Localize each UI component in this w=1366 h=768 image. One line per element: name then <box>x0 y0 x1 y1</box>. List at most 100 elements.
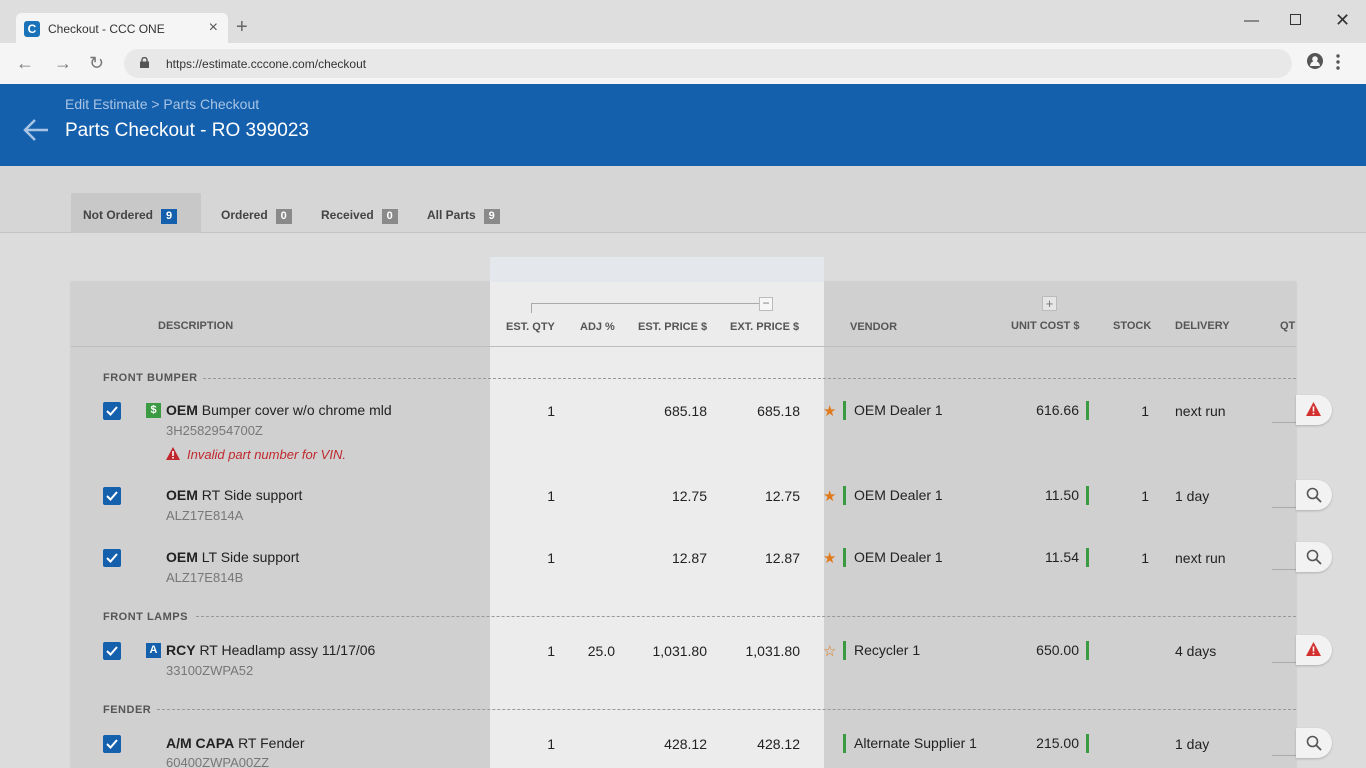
search-part-button[interactable] <box>1296 480 1332 510</box>
delivery-value: next run <box>1175 403 1226 419</box>
est-qty-value[interactable]: 1 <box>547 643 555 659</box>
search-part-button[interactable] <box>1296 728 1332 758</box>
reload-icon[interactable]: ↻ <box>89 53 105 73</box>
app-header: Edit Estimate > Parts Checkout Parts Che… <box>0 84 1366 166</box>
order-qty-input[interactable] <box>1272 422 1296 423</box>
count-badge: 9 <box>161 209 178 224</box>
part-type: OEM <box>166 402 198 418</box>
warning-icon <box>166 447 180 460</box>
col-vendor[interactable]: VENDOR <box>850 321 898 333</box>
part-name: RT Headlamp assy 11/17/06 <box>199 642 376 658</box>
col-est-qty[interactable]: EST. QTY <box>506 321 555 333</box>
order-qty-input[interactable] <box>1272 569 1296 570</box>
est-qty-value[interactable]: 1 <box>547 736 555 752</box>
section-fender: FENDER <box>103 704 152 716</box>
url-bar[interactable]: https://estimate.cccone.com/checkout <box>124 49 1292 78</box>
order-qty-input[interactable] <box>1272 662 1296 663</box>
part-description[interactable]: RCY RT Headlamp assy 11/17/06 <box>166 642 375 658</box>
back-arrow-icon[interactable] <box>22 118 50 142</box>
col-unit-cost[interactable]: UNIT COST $ <box>1011 320 1080 332</box>
star-outline-icon[interactable]: ☆ <box>823 643 837 660</box>
order-qty-input[interactable] <box>1272 755 1296 756</box>
minimize-icon[interactable]: — <box>1244 12 1259 29</box>
unit-cost-value: 616.66 <box>1000 401 1089 420</box>
unit-cost-value: 11.50 <box>1000 486 1089 505</box>
section-front-bumper: FRONT BUMPER <box>103 372 198 384</box>
part-description[interactable]: OEM LT Side support <box>166 549 299 565</box>
row-checkbox[interactable] <box>103 549 121 567</box>
adj-value[interactable]: 25.0 <box>587 643 615 659</box>
delivery-value: 4 days <box>1175 643 1217 659</box>
delivery-value: 1 day <box>1175 488 1210 504</box>
part-name: Bumper cover w/o chrome mld <box>201 402 392 418</box>
warning-action-button[interactable] <box>1296 395 1332 425</box>
vendor-name[interactable]: OEM Dealer 1 <box>843 401 943 420</box>
tab-label: All Parts <box>427 208 476 222</box>
vendor-name[interactable]: Alternate Supplier 1 <box>843 734 977 753</box>
row-checkbox[interactable] <box>103 487 121 505</box>
collapse-estimate-icon[interactable]: − <box>759 297 773 311</box>
breadcrumb[interactable]: Edit Estimate > Parts Checkout <box>65 96 260 112</box>
col-qty[interactable]: QT <box>1280 320 1296 332</box>
part-number: 3H2582954700Z <box>166 423 263 438</box>
col-delivery[interactable]: DELIVERY <box>1175 320 1230 332</box>
preferred-star-icon[interactable]: ★ <box>823 403 837 420</box>
page-title: Parts Checkout - RO 399023 <box>65 120 309 141</box>
part-description[interactable]: A/M CAPA RT Fender <box>166 735 304 751</box>
preferred-star-icon[interactable]: ★ <box>823 488 837 505</box>
search-part-button[interactable] <box>1296 542 1332 572</box>
ext-price-value: 1,031.80 <box>745 643 801 659</box>
est-qty-value[interactable]: 1 <box>547 403 555 419</box>
forward-icon[interactable]: → <box>54 53 72 73</box>
delivery-value: 1 day <box>1175 736 1210 752</box>
maximize-icon[interactable] <box>1290 14 1301 25</box>
unit-cost-value: 215.00 <box>1000 734 1089 753</box>
tab-label: Ordered <box>221 208 268 222</box>
part-number: ALZ17E814B <box>166 570 244 585</box>
close-tab-icon[interactable]: × <box>208 19 218 36</box>
vendor-name[interactable]: OEM Dealer 1 <box>843 548 943 567</box>
count-badge: 0 <box>275 209 292 224</box>
col-description[interactable]: DESCRIPTION <box>158 320 234 332</box>
tab-received[interactable]: Received 0 <box>309 193 410 233</box>
section-divider <box>196 616 1296 617</box>
vendor-name[interactable]: Recycler 1 <box>843 641 920 660</box>
part-type: RCY <box>166 642 196 658</box>
count-badge: 0 <box>381 209 398 224</box>
row-checkbox[interactable] <box>103 642 121 660</box>
tab-all-parts[interactable]: All Parts 9 <box>415 193 512 233</box>
col-est-price[interactable]: EST. PRICE $ <box>638 321 708 333</box>
more-menu-icon[interactable] <box>1336 54 1340 70</box>
section-front-lamps: FRONT LAMPS <box>103 611 188 623</box>
warning-action-button[interactable] <box>1296 635 1332 665</box>
part-description[interactable]: OEM Bumper cover w/o chrome mld <box>166 402 392 418</box>
table-header <box>71 282 1296 347</box>
alert-icon <box>1306 402 1321 416</box>
tab-label: Received <box>321 208 374 222</box>
part-description[interactable]: OEM RT Side support <box>166 487 302 503</box>
row-checkbox[interactable] <box>103 735 121 753</box>
est-price-value: 1,031.80 <box>652 643 708 659</box>
preferred-star-icon[interactable]: ★ <box>823 550 837 567</box>
profile-icon[interactable] <box>1307 53 1323 69</box>
col-ext-price[interactable]: EXT. PRICE $ <box>730 321 800 333</box>
expand-columns-icon[interactable]: + <box>1042 296 1057 311</box>
est-price-value: 685.18 <box>664 403 707 419</box>
est-qty-value[interactable]: 1 <box>547 488 555 504</box>
order-qty-input[interactable] <box>1272 507 1296 508</box>
new-tab-icon[interactable]: + <box>236 16 248 38</box>
tab-ordered[interactable]: Ordered 0 <box>209 193 304 233</box>
back-icon[interactable]: ← <box>16 53 34 73</box>
ext-price-value: 12.75 <box>764 488 800 504</box>
alternate-badge-icon: A <box>146 643 161 658</box>
browser-tab[interactable]: C Checkout - CCC ONE × <box>16 13 228 44</box>
alert-icon <box>1306 642 1321 656</box>
col-adj[interactable]: ADJ % <box>580 321 615 333</box>
part-type: A/M CAPA <box>166 735 235 751</box>
close-window-icon[interactable]: ✕ <box>1335 10 1351 30</box>
est-qty-value[interactable]: 1 <box>547 550 555 566</box>
tab-not-ordered[interactable]: Not Ordered 9 <box>71 193 201 233</box>
col-stock[interactable]: STOCK <box>1113 320 1152 332</box>
row-checkbox[interactable] <box>103 402 121 420</box>
vendor-name[interactable]: OEM Dealer 1 <box>843 486 943 505</box>
